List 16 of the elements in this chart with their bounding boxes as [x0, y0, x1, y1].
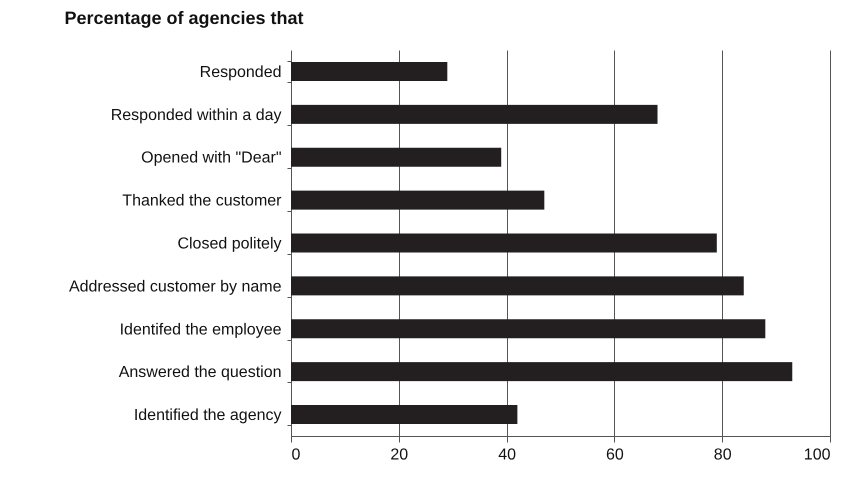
x-tick-label: 60	[606, 446, 624, 464]
x-tick-label: 100	[804, 446, 831, 464]
y-tick-label: Responded	[200, 64, 282, 81]
x-tick-label: 80	[714, 446, 732, 464]
chart-title: Percentage of agencies that	[64, 8, 304, 28]
y-tick-label: Opened with "Dear"	[141, 150, 282, 167]
x-tick-label: 40	[498, 446, 516, 464]
y-tick-label: Identified the agency	[134, 407, 282, 424]
y-tick-label: Responded within a day	[110, 106, 282, 124]
x-tick-label: 0	[292, 446, 300, 464]
y-tick-label: Answered the question	[118, 364, 282, 382]
y-tick-label: Identifed the employee	[120, 321, 282, 338]
y-tick-label: Closed politely	[177, 236, 282, 252]
y-tick-label: Addressed customer by name	[68, 278, 282, 296]
x-tick-label: 20	[390, 446, 408, 464]
y-tick-label: Thanked the customer	[122, 192, 282, 210]
